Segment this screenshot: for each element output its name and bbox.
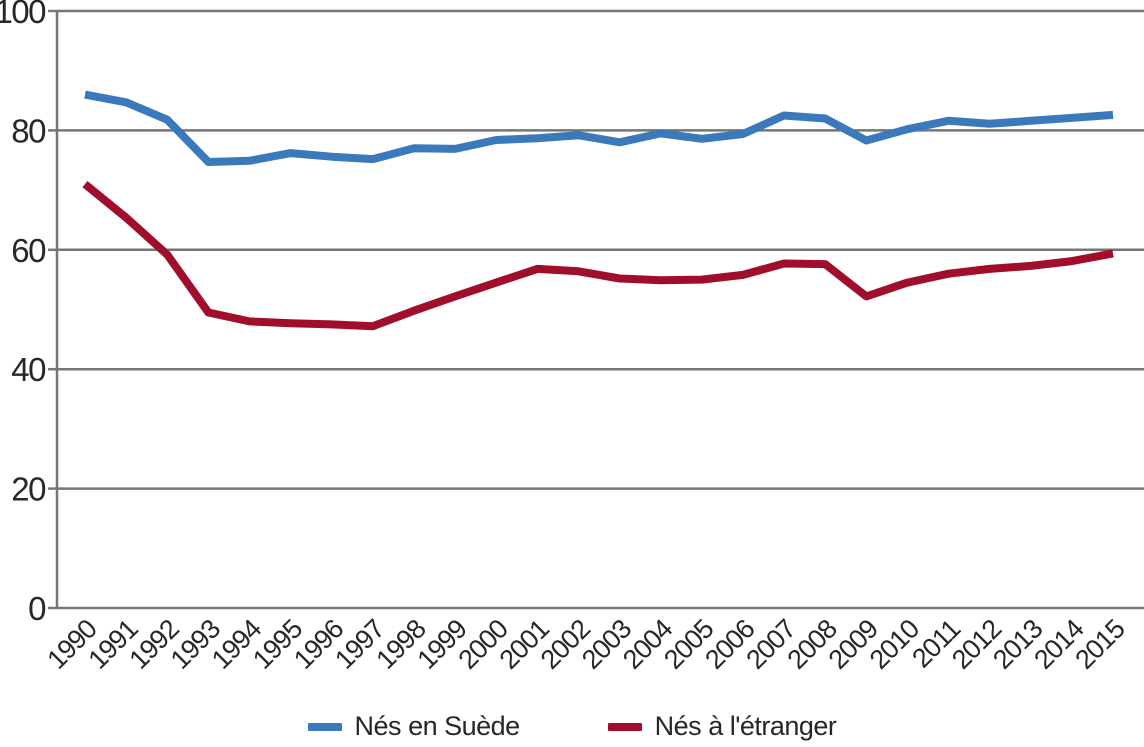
legend-label: Nés en Suède	[354, 711, 521, 741]
svg-text:80: 80	[11, 112, 46, 149]
svg-text:2015: 2015	[1069, 614, 1130, 675]
legend-swatch-red-line-icon	[607, 722, 642, 731]
legend-swatch-blue-line-icon	[307, 722, 342, 731]
legend-item-nes-en-suede: Nés en Suède	[307, 711, 521, 742]
legend-item-nes-a-letranger: Nés à l'étranger	[607, 711, 837, 742]
svg-text:0: 0	[28, 590, 46, 627]
chart-legend: Nés en Suède Nés à l'étranger	[0, 711, 1144, 742]
svg-text:60: 60	[11, 232, 46, 269]
svg-text:40: 40	[11, 351, 46, 388]
svg-text:100: 100	[0, 0, 46, 30]
svg-text:20: 20	[11, 471, 46, 508]
legend-label: Nés à l'étranger	[654, 711, 837, 741]
